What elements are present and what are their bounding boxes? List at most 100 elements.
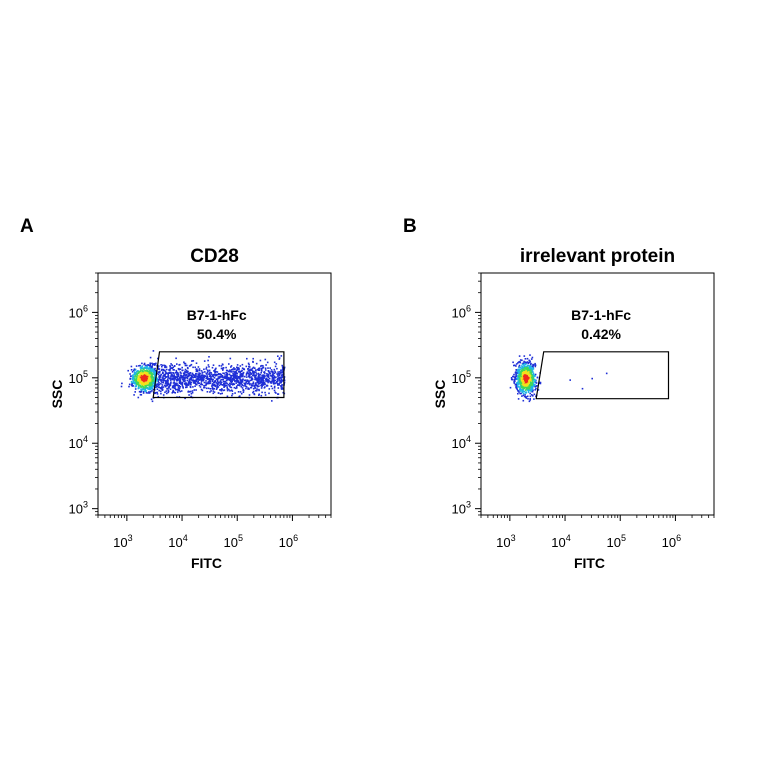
scatter-point (209, 380, 211, 383)
scatter-point (526, 357, 529, 360)
scatter-point (145, 370, 148, 373)
scatter-point (184, 382, 187, 384)
scatter-point (183, 372, 186, 374)
scatter-point (204, 371, 206, 373)
scatter-point (177, 384, 179, 386)
scatter-point (230, 378, 232, 381)
scatter-point (264, 369, 267, 371)
scatter-point (246, 357, 248, 360)
y-axis-label: SSC (49, 380, 65, 409)
scatter-point (524, 389, 527, 391)
scatter-point (151, 368, 154, 370)
scatter-point (190, 392, 193, 395)
scatter-point (149, 367, 151, 370)
scatter-point (246, 379, 249, 381)
scatter-point (529, 384, 531, 386)
scatter-point (167, 373, 169, 375)
scatter-point (279, 377, 281, 379)
scatter-point (519, 385, 521, 388)
scatter-point (261, 383, 263, 386)
scatter-point (252, 387, 255, 390)
scatter-point (523, 374, 525, 377)
scatter-point (229, 370, 231, 373)
scatter-point (252, 381, 255, 383)
scatter-point (163, 373, 166, 376)
scatter-point (528, 371, 530, 373)
scatter-point (206, 369, 209, 372)
scatter-point (260, 367, 263, 370)
scatter-point (154, 373, 156, 376)
scatter-point (232, 372, 234, 375)
scatter-point (521, 370, 523, 372)
panel-letter: A (20, 216, 34, 237)
scatter-point (230, 366, 232, 368)
scatter-point (162, 364, 164, 367)
scatter-point (157, 357, 159, 360)
scatter-point (139, 381, 141, 384)
scatter-point (273, 375, 276, 377)
scatter-point (175, 357, 177, 360)
scatter-point (151, 400, 154, 403)
scatter-point (226, 378, 229, 381)
scatter-point (517, 377, 520, 379)
scatter-point (213, 373, 216, 376)
scatter-point (194, 366, 196, 369)
scatter-point (205, 366, 208, 369)
scatter-point (255, 362, 258, 365)
scatter-point (190, 383, 192, 386)
scatter-point (217, 392, 220, 394)
scatter-point (227, 383, 230, 386)
scatter-point (257, 374, 260, 377)
y-tick-label: 103 (69, 500, 88, 517)
scatter-point (181, 369, 183, 372)
scatter-point (217, 381, 220, 384)
x-tick-label: 103 (113, 533, 132, 550)
scatter-point (249, 379, 252, 382)
scatter-point (188, 374, 190, 377)
scatter-point (203, 386, 205, 389)
scatter-point (191, 390, 194, 392)
scatter-point (173, 385, 176, 387)
scatter-point (526, 386, 529, 388)
scatter-point (143, 388, 145, 391)
scatter-point (252, 374, 255, 377)
gate-polygon (535, 351, 670, 400)
scatter-point (143, 362, 146, 365)
scatter-point (531, 375, 533, 377)
scatter-point (136, 383, 138, 385)
scatter-point (161, 386, 163, 388)
scatter-point (129, 378, 131, 380)
scatter-point (257, 381, 259, 384)
scatter-point (189, 380, 191, 383)
scatter-point (240, 382, 242, 385)
scatter-point (137, 375, 140, 377)
scatter-point (273, 389, 276, 392)
scatter-point (142, 390, 145, 393)
scatter-point (186, 386, 188, 388)
scatter-point (166, 381, 168, 384)
scatter-point (522, 388, 524, 390)
scatter-point (167, 387, 169, 390)
scatter-point (152, 373, 154, 375)
scatter-point (137, 380, 140, 383)
scatter-point (531, 388, 533, 390)
scatter-point (239, 391, 242, 393)
scatter-point (136, 370, 138, 373)
scatter-point (143, 387, 146, 389)
scatter-point (191, 375, 194, 378)
scatter-point (534, 381, 537, 384)
scatter-point (202, 377, 204, 380)
scatter-point (534, 364, 537, 366)
scatter-point (211, 373, 213, 376)
scatter-point (141, 366, 143, 368)
scatter-point (239, 378, 241, 380)
tick-exponent: 4 (466, 434, 471, 444)
scatter-point (215, 367, 217, 370)
scatter-point (138, 386, 140, 388)
scatter-point (272, 378, 275, 380)
scatter-point (524, 374, 527, 377)
scatter-point (137, 378, 139, 380)
scatter-point (282, 391, 284, 394)
scatter-point (169, 383, 171, 385)
scatter-point (270, 369, 273, 371)
